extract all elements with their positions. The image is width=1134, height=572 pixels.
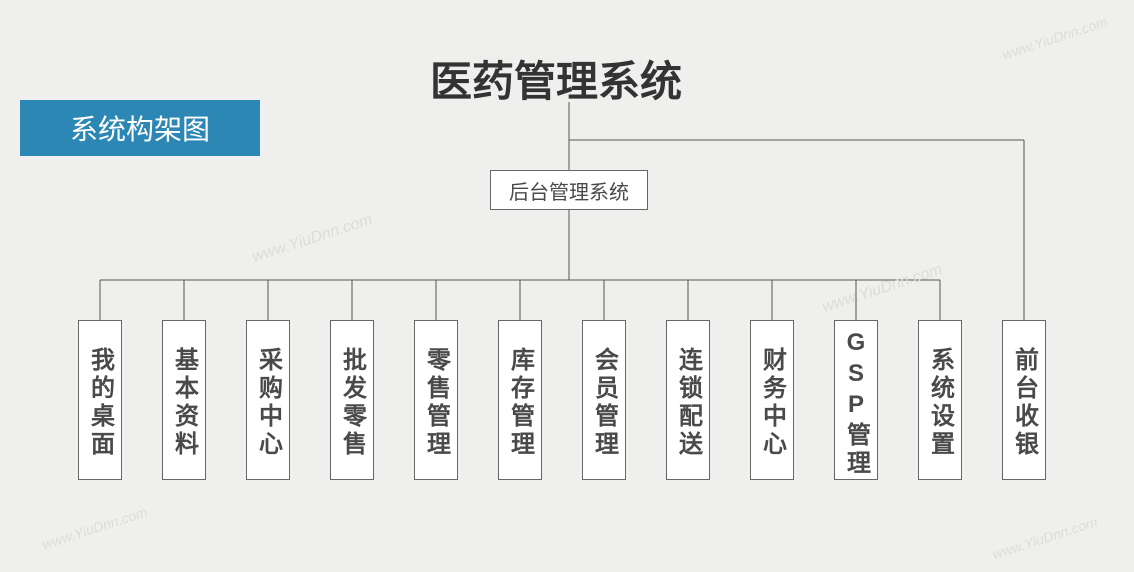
diagram-title: 医药管理系统 <box>430 48 682 109</box>
watermark: www.YiuDnn.com <box>990 513 1099 562</box>
leaf-label: 会员管理 <box>587 347 622 459</box>
leaf-label: 财务中心 <box>755 347 790 459</box>
leaf-node: 批发零售 <box>330 320 374 480</box>
badge-label: 系统构架图 <box>70 108 210 148</box>
watermark: www.YiuDnn.com <box>40 503 149 552</box>
leaf-node: 基本资料 <box>162 320 206 480</box>
leaf-node: 采购中心 <box>246 320 290 480</box>
architecture-diagram: 系统构架图 医药管理系统 后台管理系统 我的桌面 基本资料 采购中心 批发零售 零售管理… <box>0 0 1134 572</box>
diagram-badge: 系统构架图 <box>20 100 260 156</box>
leaf-node: 库存管理 <box>498 320 542 480</box>
leaf-label: GSP管理 <box>839 329 874 478</box>
leaf-node: 零售管理 <box>414 320 458 480</box>
leaf-label: 库存管理 <box>503 347 538 459</box>
root-node-label: 后台管理系统 <box>509 176 629 205</box>
leaf-node: 系统设置 <box>918 320 962 480</box>
root-node: 后台管理系统 <box>490 170 648 210</box>
leaf-label: 批发零售 <box>335 347 370 459</box>
leaf-label: 前台收银 <box>1007 347 1042 459</box>
leaf-node: 财务中心 <box>750 320 794 480</box>
leaf-label: 连锁配送 <box>671 347 706 459</box>
leaf-label: 系统设置 <box>923 347 958 459</box>
leaf-label: 采购中心 <box>251 347 286 459</box>
leaf-label: 我的桌面 <box>83 347 118 459</box>
watermark: www.YiuDnn.com <box>250 211 375 267</box>
leaf-node: GSP管理 <box>834 320 878 480</box>
leaf-label: 基本资料 <box>167 347 202 459</box>
watermark: www.YiuDnn.com <box>1000 13 1109 62</box>
watermark: www.YiuDnn.com <box>820 261 945 317</box>
leaf-label: 零售管理 <box>419 347 454 459</box>
leaf-node: 连锁配送 <box>666 320 710 480</box>
leaf-node: 前台收银 <box>1002 320 1046 480</box>
leaf-node: 我的桌面 <box>78 320 122 480</box>
leaf-node: 会员管理 <box>582 320 626 480</box>
